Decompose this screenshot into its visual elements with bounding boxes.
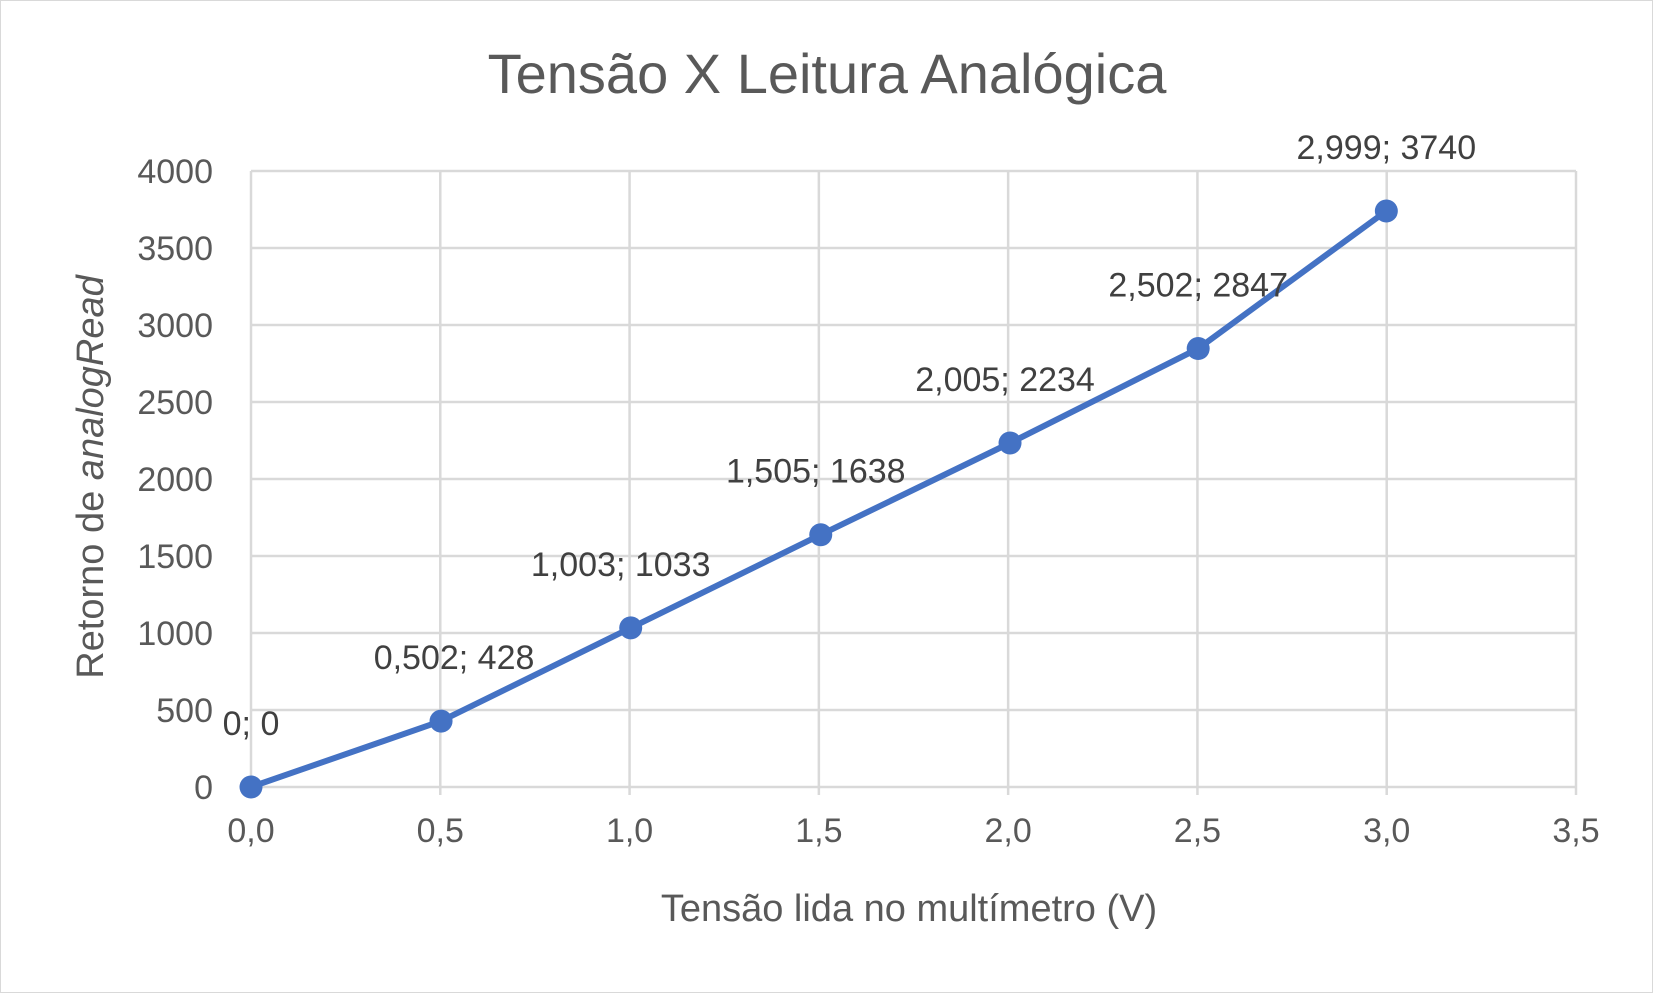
data-label: 2,005; 2234 [915,361,1095,399]
y-axis-title: Retorno de analogRead [70,273,112,678]
y-tick-label: 1000 [137,615,213,653]
data-label: 2,999; 3740 [1297,129,1477,167]
data-label-layer: 0; 0 0,502; 428 1,003; 1033 1,505; 1638 2,00… [223,129,1477,743]
chart-title: Tensão X Leitura Analógica [488,42,1168,105]
y-tick-label: 2000 [137,461,213,499]
x-tick-label: 3,5 [1552,812,1599,850]
data-label: 0,502; 428 [374,639,535,677]
data-point [809,523,833,547]
y-tick-label: 500 [156,692,213,730]
data-point [1374,199,1398,223]
y-axis-title-italic: analogRead [70,273,112,480]
data-label: 1,505; 1638 [726,453,906,491]
x-tick-label: 2,0 [985,812,1032,850]
x-tick-label: 1,5 [795,812,842,850]
y-axis-title-prefix: Retorno de [70,480,112,679]
data-label: 1,003; 1033 [531,546,711,584]
x-tick-label: 0,5 [417,812,464,850]
y-tick-label: 3000 [137,307,213,345]
y-tick-label: 4000 [137,153,213,191]
data-point [1186,337,1210,361]
data-label: 0; 0 [223,705,280,743]
y-tick-label: 2500 [137,384,213,422]
y-tick-labels: 0 500 1000 1500 2000 2500 3000 3500 4000 [137,153,213,807]
data-point [239,775,263,799]
x-tick-label: 0,0 [227,812,274,850]
x-tick-label: 2,5 [1174,812,1221,850]
x-tick-label: 1,0 [606,812,653,850]
y-tick-label: 1500 [137,538,213,576]
data-point [998,431,1022,455]
grid-layer [249,169,1578,795]
data-label: 2,502; 2847 [1108,267,1288,305]
data-point [429,709,453,733]
x-axis-title: Tensão lida no multímetro (V) [661,888,1157,930]
data-point [619,616,643,640]
y-tick-label: 3500 [137,230,213,268]
x-tick-labels: 0,0 0,5 1,0 1,5 2,0 2,5 3,0 3,5 [227,812,1599,850]
series-layer [239,199,1398,799]
y-tick-label: 0 [194,769,213,807]
x-tick-label: 3,0 [1363,812,1410,850]
